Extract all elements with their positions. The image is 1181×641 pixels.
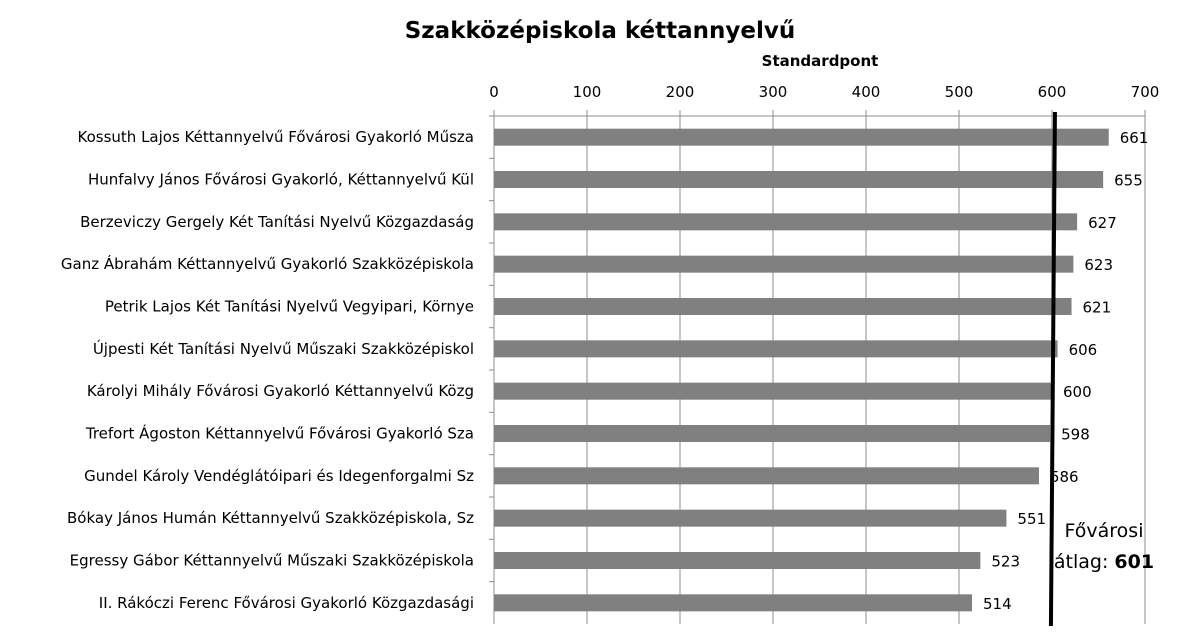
value-label: 655 bbox=[1114, 172, 1143, 190]
x-tick-label: 200 bbox=[666, 83, 695, 101]
category-label: II. Rákóczi Ferenc Fővárosi Gyakorló Köz… bbox=[99, 594, 474, 612]
value-label: 621 bbox=[1083, 299, 1112, 317]
value-label: 623 bbox=[1084, 256, 1113, 274]
reference-line bbox=[1048, 111, 1057, 627]
value-label: 627 bbox=[1088, 214, 1117, 232]
value-label: 598 bbox=[1061, 426, 1090, 444]
category-label: Kossuth Lajos Kéttannyelvű Fővárosi Gyak… bbox=[78, 128, 474, 146]
x-tick-label: 100 bbox=[573, 83, 602, 101]
bar bbox=[494, 382, 1052, 400]
bar bbox=[494, 425, 1051, 442]
category-label: Egressy Gábor Kéttannyelvű Műszaki Szakk… bbox=[70, 552, 474, 570]
category-label: Trefort Ágoston Kéttannyelvű Fővárosi Gy… bbox=[85, 424, 474, 443]
bar bbox=[494, 552, 981, 569]
bars bbox=[494, 128, 1109, 612]
chart-title: Szakközépiskola kéttannyelvű bbox=[404, 18, 796, 44]
value-label: 551 bbox=[1017, 510, 1046, 528]
category-label: Berzeviczy Gergely Két Tanítási Nyelvű K… bbox=[80, 213, 474, 231]
bar bbox=[494, 340, 1058, 358]
value-label: 600 bbox=[1063, 383, 1092, 401]
x-tick-label: 300 bbox=[759, 83, 788, 101]
bar bbox=[494, 594, 973, 612]
category-label: Gundel Károly Vendéglátóipari és Idegenf… bbox=[84, 467, 474, 485]
bar bbox=[494, 171, 1104, 188]
x-tick-label: 600 bbox=[1038, 83, 1067, 101]
bar bbox=[494, 298, 1072, 315]
x-tick-label: 0 bbox=[489, 83, 499, 101]
reference-line-label: Fővárosi átlag: 601 bbox=[1046, 516, 1162, 578]
x-tick-label: 700 bbox=[1131, 83, 1160, 101]
bar bbox=[494, 255, 1074, 273]
value-label: 661 bbox=[1120, 129, 1149, 147]
category-label: Ganz Ábrahám Kéttannyelvű Gyakorló Szakk… bbox=[61, 254, 474, 273]
bar bbox=[494, 467, 1039, 485]
bar bbox=[494, 213, 1078, 231]
bar bbox=[494, 128, 1109, 146]
category-label: Károlyi Mihály Fővárosi Gyakorló Kéttann… bbox=[87, 382, 474, 400]
category-label: Újpesti Két Tanítási Nyelvű Műszaki Szak… bbox=[93, 339, 474, 358]
x-tick-label: 400 bbox=[852, 83, 881, 101]
reference-line-label-prefix: Fővárosi átlag: bbox=[1053, 520, 1144, 573]
x-axis-label: Standardpont bbox=[761, 52, 879, 70]
value-label: 586 bbox=[1050, 468, 1079, 486]
axes bbox=[489, 110, 1146, 624]
bar bbox=[494, 509, 1007, 527]
value-label: 523 bbox=[991, 553, 1020, 571]
value-label: 514 bbox=[983, 595, 1012, 613]
reference-line-label-value: 601 bbox=[1114, 551, 1155, 573]
value-labels: 661 655 627 623 621 606 600 598 586 551 523 514 bbox=[983, 129, 1148, 613]
category-label: Bókay János Humán Kéttannyelvű Szakközép… bbox=[67, 509, 474, 527]
x-tick-labels: 0 100 200 300 400 500 600 700 bbox=[489, 83, 1159, 101]
category-labels: Kossuth Lajos Kéttannyelvű Fővárosi Gyak… bbox=[61, 128, 474, 612]
x-tick-label: 500 bbox=[945, 83, 974, 101]
reference-line-group bbox=[1048, 111, 1057, 627]
value-label: 606 bbox=[1069, 341, 1098, 359]
category-label: Petrik Lajos Két Tanítási Nyelvű Vegyipa… bbox=[105, 298, 474, 316]
category-label: Hunfalvy János Fővárosi Gyakorló, Kéttan… bbox=[88, 171, 474, 189]
